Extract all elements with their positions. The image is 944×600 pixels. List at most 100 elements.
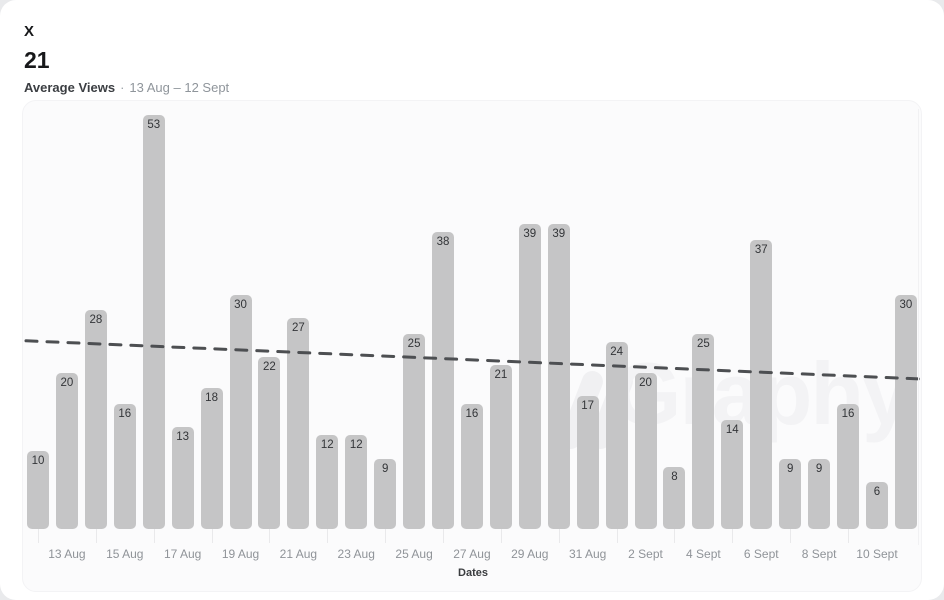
- x-axis-tick: [211, 529, 213, 543]
- metric-subtitle: Average Views · 13 Aug – 12 Sept: [24, 81, 229, 94]
- bar-3-sept[interactable]: 20: [634, 373, 657, 529]
- bar-value-label: 20: [639, 377, 652, 389]
- bar-9-sept[interactable]: 9: [808, 459, 831, 529]
- x-axis-tick: [500, 529, 502, 543]
- x-axis-label: 2 Sept: [628, 547, 663, 561]
- bar-22-aug[interactable]: 27: [287, 318, 310, 529]
- x-axis-label: 29 Aug: [511, 547, 549, 561]
- x-axis-label: 25 Aug: [395, 547, 433, 561]
- bar-value-label: 14: [725, 424, 739, 436]
- x-axis-label: 27 Aug: [453, 547, 491, 561]
- bar-24-aug[interactable]: 12: [345, 435, 368, 529]
- x-axis-tick: [732, 529, 734, 543]
- bar-26-aug[interactable]: 25: [403, 334, 426, 529]
- bar-4-sept[interactable]: 8: [663, 467, 686, 529]
- x-axis-label: 13 Aug: [48, 547, 86, 561]
- metric-value: 21: [24, 47, 50, 73]
- bar-value-label: 22: [263, 361, 276, 373]
- bar-value-label: 28: [89, 314, 103, 326]
- x-axis-tick: [848, 529, 850, 543]
- bar-value-label: 9: [381, 463, 389, 475]
- bar-14-aug[interactable]: 20: [55, 373, 78, 529]
- bar-value-label: 16: [465, 408, 479, 420]
- x-axis-tick: [327, 529, 329, 543]
- bar-value-label: 20: [60, 377, 74, 389]
- bar-value-label: 9: [815, 463, 823, 475]
- bar-value-label: 53: [147, 119, 161, 131]
- x-axis-tick: [443, 529, 445, 543]
- bar-2-sept[interactable]: 24: [605, 342, 628, 529]
- platform-title: X: [24, 23, 35, 40]
- bar-value-label: 21: [494, 369, 508, 381]
- bar-1-sept[interactable]: 17: [576, 396, 599, 529]
- x-axis-label: 23 Aug: [337, 547, 375, 561]
- bar-value-label: 39: [523, 228, 537, 240]
- date-range-label: 13 Aug – 12 Sept: [129, 80, 230, 95]
- bar-10-sept[interactable]: 16: [837, 404, 860, 529]
- plot-area: Graphy 102028165313183022271212925381621…: [23, 101, 923, 591]
- bar-value-label: 39: [552, 228, 566, 240]
- bar-31-aug[interactable]: 39: [547, 224, 570, 529]
- bar-value-label: 12: [349, 439, 363, 451]
- bar-5-sept[interactable]: 25: [692, 334, 715, 529]
- bar-7-sept[interactable]: 37: [750, 240, 773, 529]
- bar-value-label: 10: [31, 455, 45, 467]
- bar-25-aug[interactable]: 9: [374, 459, 397, 529]
- x-axis-tick: [385, 529, 387, 543]
- x-axis-label: 17 Aug: [163, 547, 202, 561]
- x-axis-label: 6 Sept: [743, 547, 779, 561]
- bar-value-label: 16: [841, 408, 855, 420]
- bar-value-label: 8: [671, 471, 678, 483]
- bar-value-label: 25: [407, 338, 421, 350]
- x-axis-label: 10 Sept: [856, 547, 898, 561]
- metric-label: Average Views: [24, 80, 116, 95]
- x-axis-label: 21 Aug: [279, 547, 318, 561]
- bar-17-aug[interactable]: 53: [142, 115, 165, 529]
- bar-27-aug[interactable]: 38: [432, 232, 455, 529]
- chart-header: X 21 Average Views · 13 Aug – 12 Sept: [24, 24, 229, 94]
- bar-value-label: 27: [291, 322, 305, 334]
- bar-29-aug[interactable]: 21: [489, 365, 512, 529]
- bar-15-aug[interactable]: 28: [84, 310, 107, 529]
- bar-chart-card: Graphy 102028165313183022271212925381621…: [22, 100, 923, 592]
- bar-value-label: 38: [436, 236, 450, 248]
- bar-30-aug[interactable]: 39: [518, 224, 541, 529]
- bar-23-aug[interactable]: 12: [316, 435, 339, 529]
- bar-value-label: 30: [899, 299, 913, 311]
- x-axis-label: 15 Aug: [106, 547, 144, 561]
- subtitle-separator: ·: [120, 80, 125, 95]
- x-axis-tick: [95, 529, 97, 543]
- x-axis-tick: [269, 529, 271, 543]
- x-axis-title: Dates: [458, 567, 488, 579]
- bar-18-aug[interactable]: 13: [171, 427, 194, 529]
- bar-13-aug[interactable]: 10: [27, 451, 49, 529]
- bar-20-aug[interactable]: 30: [229, 295, 252, 529]
- x-axis-label: 8 Sept: [801, 547, 837, 561]
- bar-value-label: 30: [234, 299, 247, 311]
- x-axis-tick: [674, 529, 676, 543]
- bar-19-aug[interactable]: 18: [200, 388, 223, 529]
- bar-value-label: 6: [873, 486, 881, 498]
- bar-value-label: 18: [205, 392, 218, 404]
- bar-28-aug[interactable]: 16: [460, 404, 483, 529]
- x-axis-label: 4 Sept: [686, 547, 721, 561]
- bar-value-label: 25: [696, 338, 710, 350]
- bar-value-label: 17: [581, 400, 595, 412]
- bar-21-aug[interactable]: 22: [258, 357, 281, 529]
- bar-6-sept[interactable]: 14: [721, 420, 744, 529]
- x-axis-tick: [38, 529, 39, 543]
- x-axis-label: 19 Aug: [221, 547, 260, 561]
- bar-12-sept[interactable]: 30: [894, 295, 917, 529]
- bar-11-sept[interactable]: 6: [865, 482, 888, 529]
- bar-value-label: 13: [176, 431, 190, 443]
- bar-16-aug[interactable]: 16: [113, 404, 136, 529]
- bar-value-label: 12: [320, 439, 334, 451]
- bar-value-label: 16: [118, 408, 132, 420]
- x-axis-tick: [616, 529, 618, 543]
- x-axis-tick: [153, 529, 155, 543]
- x-axis-tick: [790, 529, 792, 543]
- bar-8-sept[interactable]: 9: [779, 459, 802, 529]
- bar-value-label: 24: [610, 346, 623, 358]
- x-axis-label: 31 Aug: [568, 547, 607, 561]
